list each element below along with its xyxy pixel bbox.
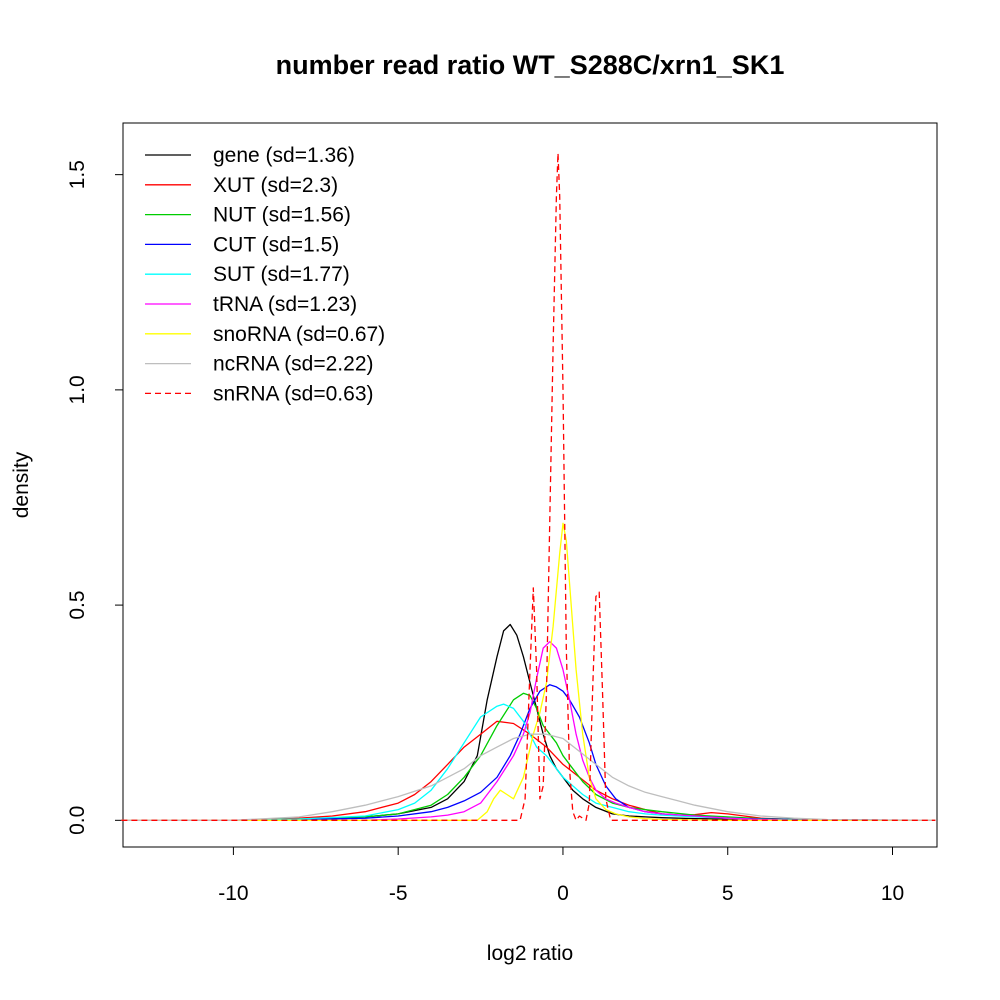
- legend-label-7: ncRNA (sd=2.22): [213, 353, 374, 376]
- x-tick-label: -10: [218, 882, 248, 905]
- x-axis-label: log2 ratio: [487, 942, 573, 965]
- y-axis-label: density: [10, 451, 33, 518]
- series-line-1: [121, 720, 936, 821]
- y-axis: 0.0 0.5 1.0 1.5: [66, 160, 124, 835]
- series-line-4: [121, 703, 936, 821]
- legend-label-6: snoRNA (sd=0.67): [213, 323, 385, 346]
- series-line-2: [121, 692, 936, 821]
- series-line-7: [121, 733, 936, 821]
- legend-label-4: SUT (sd=1.77): [213, 263, 350, 286]
- legend-label-3: CUT (sd=1.5): [213, 233, 339, 256]
- legend-label-2: NUT (sd=1.56): [213, 204, 351, 227]
- x-axis: -10 -5 0 5 10: [218, 846, 904, 905]
- legend-label-8: snRNA (sd=0.63): [213, 382, 374, 405]
- legend-label-1: XUT (sd=2.3): [213, 174, 338, 197]
- series-line-6: [121, 522, 936, 821]
- series-line-8: [121, 152, 936, 821]
- series-line-5: [121, 641, 936, 821]
- x-tick-label: 0: [557, 882, 569, 905]
- y-tick-label: 0.5: [66, 590, 89, 619]
- y-tick-label: 0.0: [66, 806, 89, 835]
- legend: gene (sd=1.36) XUT (sd=2.3) NUT (sd=1.56) C…: [145, 144, 385, 405]
- plot-frame: [122, 122, 938, 848]
- series-layer: [121, 152, 936, 821]
- series-line-0: [121, 623, 936, 821]
- x-tick-label: 5: [722, 882, 734, 905]
- x-tick-label: 10: [881, 882, 904, 905]
- x-tick-label: -5: [389, 882, 408, 905]
- y-tick-label: 1.5: [66, 160, 89, 189]
- y-tick-label: 1.0: [66, 375, 89, 404]
- legend-label-5: tRNA (sd=1.23): [213, 293, 357, 316]
- chart-title: number read ratio WT_S288C/xrn1_SK1: [276, 50, 785, 80]
- legend-label-0: gene (sd=1.36): [213, 144, 355, 167]
